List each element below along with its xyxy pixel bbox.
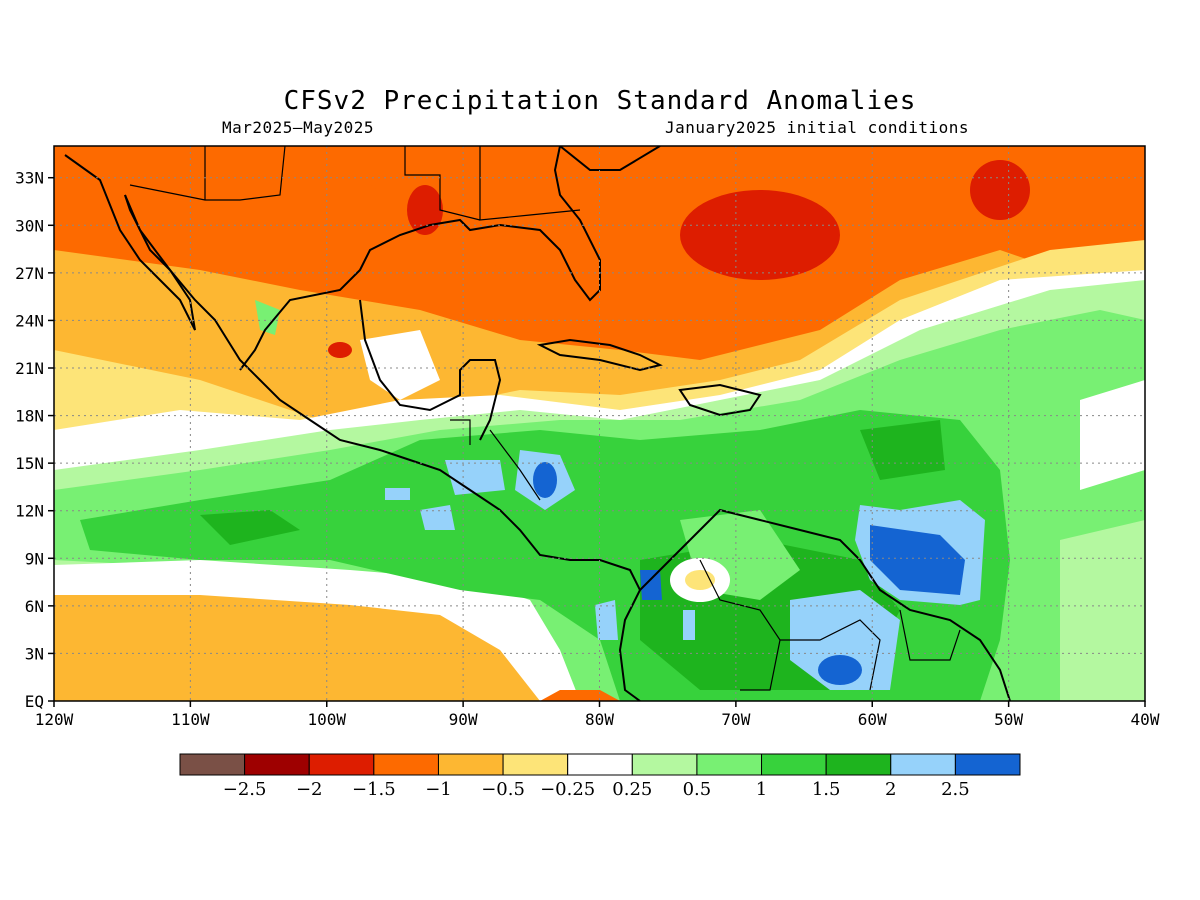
anomaly-field xyxy=(54,146,1145,701)
lat-tick-label: 18N xyxy=(15,407,44,426)
lat-tick-label: 30N xyxy=(15,216,44,235)
forecast-period: Mar2025–May2025 xyxy=(222,118,374,137)
colorbar-label: −1.5 xyxy=(352,779,396,800)
lon-tick-label: 100W xyxy=(307,710,346,729)
lat-tick-label: 33N xyxy=(15,169,44,188)
colorbar-swatch xyxy=(567,753,633,776)
lon-tick-label: 80W xyxy=(585,710,614,729)
colorbar-label: 0.5 xyxy=(683,779,712,800)
coastlines xyxy=(64,146,1011,701)
colorbar-swatch xyxy=(631,753,698,776)
lat-tick-label: 24N xyxy=(15,311,44,330)
colorbar-label: −0.5 xyxy=(481,779,525,800)
lon-tick-label: 50W xyxy=(994,710,1023,729)
lat-tick-label: EQ xyxy=(25,692,44,711)
lon-tick-label: 60W xyxy=(858,710,887,729)
lat-tick-label: 9N xyxy=(25,549,44,568)
colorbar-label: 2.5 xyxy=(941,779,970,800)
colorbar-label: 0.25 xyxy=(612,779,652,800)
colorbar-swatch xyxy=(437,753,504,776)
latitude-axis: EQ 3N 6N 9N 12N 15N 18N 21N 24N 27N 30N 33N xyxy=(15,169,54,711)
country-borders xyxy=(129,146,961,691)
colorbar-swatch xyxy=(244,753,310,776)
colorbar: −2.5 −2 −1.5 −1 −0.5 −0.25 0.25 0.5 1 1.5 2 2.5 xyxy=(179,753,1021,800)
longitude-axis: 120W 110W 100W 90W 80W 70W 60W 50W 40W xyxy=(35,701,1160,729)
lat-tick-label: 3N xyxy=(25,644,44,663)
lat-tick-label: 21N xyxy=(15,359,44,378)
colorbar-swatch xyxy=(825,753,892,776)
colorbar-label: −0.25 xyxy=(540,779,595,800)
colorbar-swatch xyxy=(373,753,439,776)
colorbar-label: −2.5 xyxy=(223,779,267,800)
lat-tick-label: 15N xyxy=(15,454,44,473)
colorbar-swatch xyxy=(179,753,246,776)
lon-tick-label: 70W xyxy=(721,710,750,729)
colorbar-label: 2 xyxy=(885,779,896,800)
colorbar-swatch xyxy=(954,753,1021,776)
colorbar-label: −2 xyxy=(296,779,323,800)
colorbar-swatch xyxy=(890,753,956,776)
colorbar-label: −1 xyxy=(425,779,452,800)
initial-conditions: January2025 initial conditions xyxy=(665,118,969,137)
lon-tick-label: 120W xyxy=(35,710,74,729)
lon-tick-label: 40W xyxy=(1131,710,1160,729)
lat-tick-label: 12N xyxy=(15,502,44,521)
lon-tick-label: 90W xyxy=(449,710,478,729)
colorbar-swatch xyxy=(761,753,827,776)
colorbar-swatch xyxy=(502,753,569,776)
lon-tick-label: 110W xyxy=(171,710,210,729)
colorbar-label: 1 xyxy=(756,779,767,800)
map-gridlines xyxy=(54,146,1145,701)
lat-tick-label: 27N xyxy=(15,264,44,283)
colorbar-swatch xyxy=(308,753,375,776)
lat-tick-label: 6N xyxy=(25,597,44,616)
colorbar-label: 1.5 xyxy=(812,779,841,800)
colorbar-swatch xyxy=(696,753,763,776)
map-title: CFSv2 Precipitation Standard Anomalies xyxy=(283,86,917,116)
